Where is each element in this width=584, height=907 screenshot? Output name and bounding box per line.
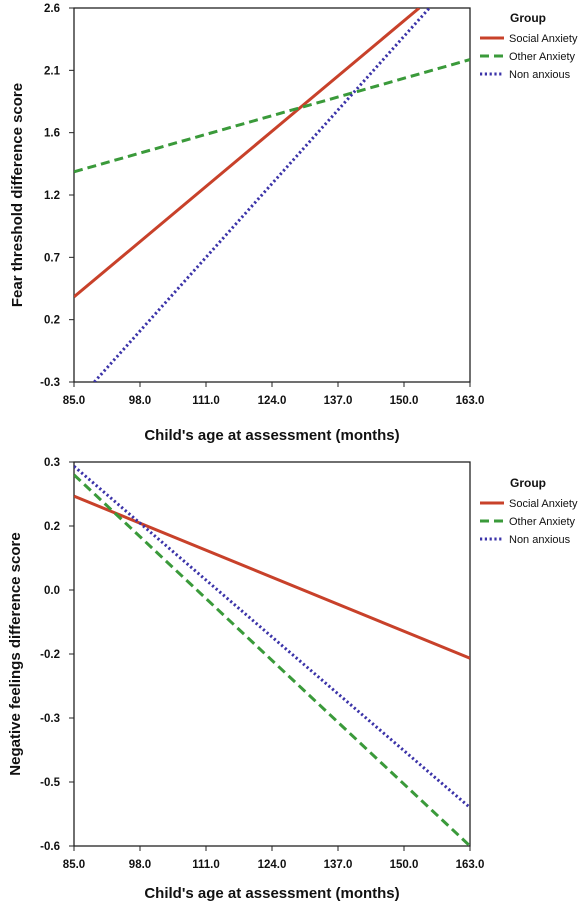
x-axis-title: Child's age at assessment (months)	[144, 885, 399, 902]
x-tick-label: 150.0	[390, 859, 419, 871]
x-tick-label: 98.0	[129, 395, 151, 407]
plot-frame	[73, 7, 471, 383]
series-line-non-anxious	[93, 8, 431, 382]
x-tick-label: 124.0	[258, 395, 287, 407]
y-tick-label: -0.6	[40, 841, 60, 853]
series-line-other-anxiety	[74, 473, 470, 846]
y-tick-label: 0.3	[44, 457, 60, 469]
legend: Group Social Anxiety Other Anxiety Non anxi…	[480, 476, 578, 546]
y-tick-label: 2.1	[44, 65, 61, 77]
x-tick-label: 137.0	[324, 395, 353, 407]
y-tick-label: 1.2	[44, 190, 60, 202]
legend: Group Social Anxiety Other Anxiety Non anxi…	[480, 11, 578, 81]
y-tick-label: 1.6	[44, 128, 60, 140]
y-tick-label: 0.2	[44, 521, 60, 533]
legend-label: Other Anxiety	[509, 516, 576, 528]
x-tick-label: 137.0	[324, 859, 353, 871]
legend-label: Other Anxiety	[509, 51, 576, 63]
x-axis-title: Child's age at assessment (months)	[144, 427, 399, 444]
y-tick-label: -0.3	[40, 377, 60, 389]
y-tick-label: -0.3	[40, 713, 60, 725]
legend-title: Group	[510, 11, 546, 25]
x-tick-label: 163.0	[456, 859, 485, 871]
x-tick-label: 124.0	[258, 859, 287, 871]
y-tick-label: 0.0	[44, 585, 60, 597]
x-tick-label: 85.0	[63, 395, 85, 407]
y-tick-label: 2.6	[44, 3, 60, 15]
y-tick-label: 0.2	[44, 315, 60, 327]
series-line-other-anxiety	[74, 58, 470, 174]
legend-label: Social Anxiety	[509, 33, 578, 45]
series-line-social-anxiety	[74, 494, 470, 660]
chart-1: 85.0 98.0 111.0 124.0 137.0 150.0 163.0 -0.3 0.2…	[9, 3, 578, 444]
x-tick-label: 163.0	[456, 395, 485, 407]
y-axis-title: Negative feelings difference score	[7, 532, 24, 775]
legend-label: Non anxious	[509, 534, 571, 546]
x-tick-label: 111.0	[192, 859, 220, 871]
legend-label: Non anxious	[509, 69, 571, 81]
series-line-social-anxiety	[74, 8, 421, 299]
legend-label: Social Anxiety	[509, 498, 578, 510]
x-tick-label: 150.0	[390, 395, 419, 407]
legend-title: Group	[510, 476, 546, 490]
x-tick-label: 85.0	[63, 859, 85, 871]
y-tick-label: -0.2	[40, 649, 60, 661]
series-line-non-anxious	[74, 465, 470, 809]
x-tick-label: 98.0	[129, 859, 151, 871]
chart-2: 85.0 98.0 111.0 124.0 137.0 150.0 163.0 -0.6 -0.…	[7, 457, 578, 902]
y-axis-title: Fear threshold difference score	[9, 83, 26, 307]
y-tick-label: 0.7	[44, 252, 60, 264]
x-tick-label: 111.0	[192, 395, 220, 407]
y-tick-label: -0.5	[40, 777, 60, 789]
